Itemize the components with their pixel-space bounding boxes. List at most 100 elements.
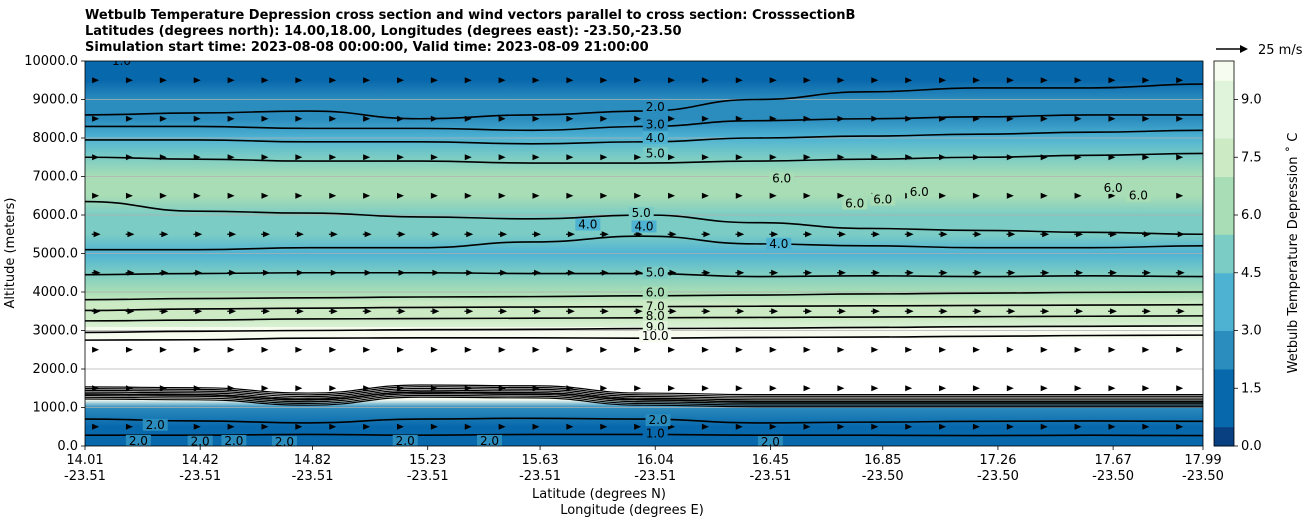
saturated-free-band xyxy=(85,337,1203,397)
wind-vector-head xyxy=(1142,154,1150,161)
wind-vector-head xyxy=(803,192,811,199)
wind-vector-head xyxy=(1040,115,1048,122)
contour-label-bg xyxy=(642,131,668,144)
wind-vector-head xyxy=(1177,269,1185,276)
y-axis-label: Altitude (meters) xyxy=(3,198,18,309)
contour-line xyxy=(85,391,1203,403)
contour-label: 2.0 xyxy=(646,100,665,114)
x-tick-label-lat: 17.26 xyxy=(979,453,1016,468)
wind-vector-head xyxy=(1108,346,1116,353)
wind-vector-head xyxy=(769,192,777,199)
wind-vector-head xyxy=(432,231,440,238)
wind-vector-head xyxy=(532,77,540,84)
colorbar-tick-label: 6.0 xyxy=(1241,208,1262,223)
wind-vector-head xyxy=(1042,269,1050,276)
wind-vector-head xyxy=(1143,231,1151,238)
wind-vector-head xyxy=(871,77,879,84)
wind-vector-head xyxy=(668,385,676,392)
colorbar-frame xyxy=(1213,60,1235,447)
wind-vector-head xyxy=(1008,269,1016,276)
wind-vector-head xyxy=(500,308,508,315)
wind-vector-head xyxy=(261,346,269,353)
wind-vector-head xyxy=(1176,115,1184,122)
wind-vector-head xyxy=(227,77,235,84)
wind-vector-head xyxy=(1108,423,1116,430)
contour-label-bg xyxy=(642,427,668,440)
wind-vector-head xyxy=(534,231,542,238)
wind-vector-head xyxy=(972,385,980,392)
wind-vector-head xyxy=(600,346,608,353)
colorbar-band xyxy=(1214,388,1234,408)
wind-vector-head xyxy=(1074,77,1082,84)
wind-vector-head xyxy=(261,192,269,199)
wind-vector-head xyxy=(261,154,269,161)
y-tick-label: 7000.0 xyxy=(33,170,79,185)
wind-vector-head xyxy=(498,423,506,430)
wind-vector-head xyxy=(601,269,609,276)
wind-vector-head xyxy=(1142,346,1150,353)
colorbar-band xyxy=(1214,349,1234,370)
wind-vector-head xyxy=(735,385,743,392)
wind-vector-head xyxy=(600,385,608,392)
wind-vector-head xyxy=(1042,308,1050,315)
wind-vector-head xyxy=(193,154,201,161)
y-tick-label: 0.0 xyxy=(57,439,78,454)
x-tick-label-lon: -23.51 xyxy=(292,469,334,484)
wind-vector-head xyxy=(737,269,745,276)
contour-line xyxy=(85,389,1203,401)
wind-vector-head xyxy=(871,154,879,161)
wind-vector-head xyxy=(1074,154,1082,161)
contour-label: 7.0 xyxy=(646,300,665,314)
horizontal-gridlines xyxy=(85,99,1203,408)
wind-vector-head xyxy=(296,308,304,315)
wind-vector-head xyxy=(398,308,406,315)
wind-vector-head xyxy=(735,192,743,199)
wind-vector-head xyxy=(872,269,880,276)
contour-label-bg xyxy=(870,193,896,206)
wind-vector-head xyxy=(262,231,270,238)
wind-vector-head xyxy=(634,385,642,392)
wind-vector-head xyxy=(905,346,913,353)
wind-vector-head xyxy=(837,154,845,161)
contour-label: 2.0 xyxy=(396,434,415,448)
wind-vector-head xyxy=(464,154,472,161)
contour-label-bg xyxy=(769,172,795,185)
wind-vector-head xyxy=(92,192,100,199)
wind-vector-head xyxy=(195,308,203,315)
wind-vector-head xyxy=(125,192,133,199)
wind-vector-head xyxy=(466,308,474,315)
colorbar-band xyxy=(1214,426,1234,447)
y-tick-label: 4000.0 xyxy=(33,285,79,300)
wind-vector-head xyxy=(837,385,845,392)
wind-vector-head xyxy=(125,115,133,122)
wind-vector-head xyxy=(125,385,133,392)
colorbar-band xyxy=(1214,330,1234,351)
wind-vector-head xyxy=(159,115,167,122)
wind-vector-head xyxy=(295,385,303,392)
wind-vector-head xyxy=(668,154,676,161)
wind-vector-head xyxy=(329,77,337,84)
wind-vector-head xyxy=(430,154,438,161)
x-tick-label-lon: -23.51 xyxy=(519,469,561,484)
contour-label-bg xyxy=(628,207,654,219)
wind-vector-head xyxy=(127,308,135,315)
wind-vector-head xyxy=(906,231,914,238)
wind-vector-head xyxy=(1006,385,1014,392)
wind-vector-head xyxy=(1109,231,1117,238)
wind-vector-head xyxy=(532,423,540,430)
y-tick-label: 6000.0 xyxy=(33,208,79,223)
wind-vector-head xyxy=(1076,308,1084,315)
wind-vector-head xyxy=(906,308,914,315)
wind-vector-head xyxy=(735,115,743,122)
contour-label: 4.0 xyxy=(634,219,653,233)
wind-vector-head xyxy=(634,115,642,122)
wind-vector-head xyxy=(193,192,201,199)
x-tick-label-lat: 16.04 xyxy=(637,453,674,468)
y-tick-label: 10000.0 xyxy=(24,54,78,69)
wind-vector-head xyxy=(838,269,846,276)
wind-vector-head xyxy=(1108,77,1116,84)
wind-vector-head xyxy=(193,385,201,392)
wind-vector-head xyxy=(329,154,337,161)
wind-vector-head xyxy=(396,385,404,392)
wind-vector-head xyxy=(600,423,608,430)
